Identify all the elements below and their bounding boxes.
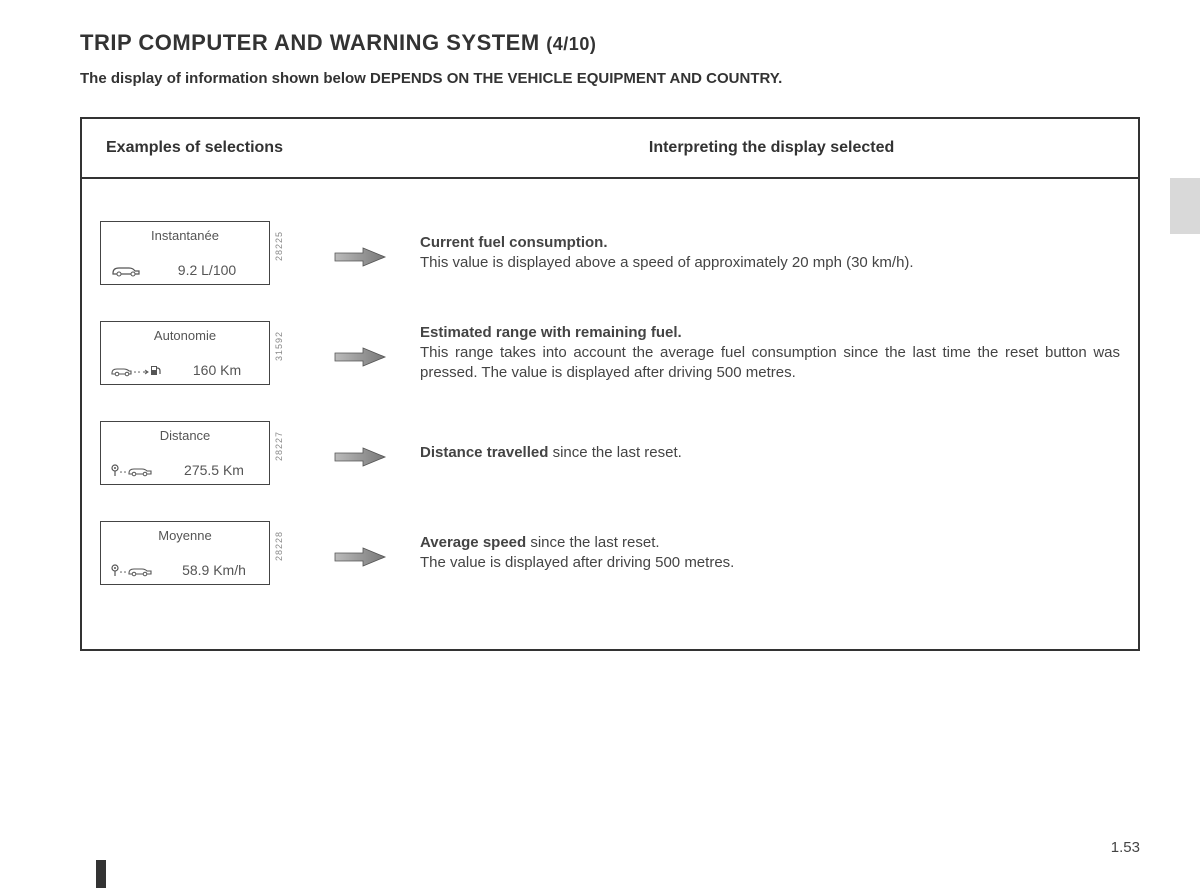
display-value: 58.9 Km/h <box>169 562 259 578</box>
reference-number: 28225 <box>274 221 284 261</box>
footer-mark <box>96 860 106 888</box>
description-bold: Average speed <box>420 534 526 551</box>
reference-number: 31592 <box>274 321 284 361</box>
description: Distance travelled since the last reset. <box>420 443 1120 463</box>
display-label: Moyenne <box>111 528 259 543</box>
page-number: 1.53 <box>1111 839 1140 856</box>
pin-car-icon <box>111 563 155 577</box>
display-value: 9.2 L/100 <box>155 262 259 278</box>
arrow-icon <box>333 547 387 567</box>
arrow-column <box>300 547 420 567</box>
table-row: Moyenne 58.9 Km/h 28228 Average speed since… <box>100 521 1120 585</box>
arrow-icon <box>333 347 387 367</box>
description: Estimated range with remaining fuel.This… <box>420 323 1120 384</box>
description-bold: Distance travelled <box>420 444 548 461</box>
title-main: TRIP COMPUTER AND WARNING SYSTEM <box>80 30 546 55</box>
arrow-column <box>300 347 420 367</box>
display-label: Instantanée <box>111 228 259 243</box>
description-bold: Estimated range with remaining fuel. <box>420 324 682 341</box>
table-row: Distance 275.5 Km 28227 Distance travelled … <box>100 421 1120 485</box>
title-page-indicator: (4/10) <box>546 34 596 54</box>
display-screen: Instantanée 9.2 L/100 <box>100 221 270 285</box>
description: Average speed since the last reset.The v… <box>420 533 1120 574</box>
table-row: Autonomie 160 Km 31592 Estimated range with… <box>100 321 1120 385</box>
car-pump-icon <box>111 363 161 377</box>
display-value: 275.5 Km <box>169 462 259 478</box>
display-example: Instantanée 9.2 L/100 28225 <box>100 221 300 285</box>
reference-number: 28228 <box>274 521 284 561</box>
table-row: Instantanée 9.2 L/100 28225 Current fuel co… <box>100 221 1120 285</box>
arrow-column <box>300 247 420 267</box>
display-label: Autonomie <box>111 328 259 343</box>
page-title: TRIP COMPUTER AND WARNING SYSTEM (4/10) <box>80 30 1140 56</box>
page-subtitle: The display of information shown below D… <box>80 70 1140 87</box>
display-example: Autonomie 160 Km 31592 <box>100 321 300 385</box>
pin-car-icon <box>111 463 155 477</box>
content-box: Examples of selections Interpreting the … <box>80 117 1140 651</box>
display-label: Distance <box>111 428 259 443</box>
arrow-icon <box>333 447 387 467</box>
display-example: Distance 275.5 Km 28227 <box>100 421 300 485</box>
display-example: Moyenne 58.9 Km/h 28228 <box>100 521 300 585</box>
page-tab-mark <box>1170 178 1200 234</box>
description-bold: Current fuel consumption. <box>420 234 608 251</box>
display-screen: Moyenne 58.9 Km/h <box>100 521 270 585</box>
header-examples: Examples of selections <box>106 139 469 157</box>
description: Current fuel consumption.This value is d… <box>420 233 1120 274</box>
table-header: Examples of selections Interpreting the … <box>82 119 1138 179</box>
display-screen: Autonomie 160 Km <box>100 321 270 385</box>
car-icon <box>111 263 141 277</box>
reference-number: 28227 <box>274 421 284 461</box>
display-value: 160 Km <box>175 362 259 378</box>
arrow-column <box>300 447 420 467</box>
display-screen: Distance 275.5 Km <box>100 421 270 485</box>
arrow-icon <box>333 247 387 267</box>
header-interpreting: Interpreting the display selected <box>469 139 894 157</box>
table-body: Instantanée 9.2 L/100 28225 Current fuel co… <box>82 179 1138 649</box>
